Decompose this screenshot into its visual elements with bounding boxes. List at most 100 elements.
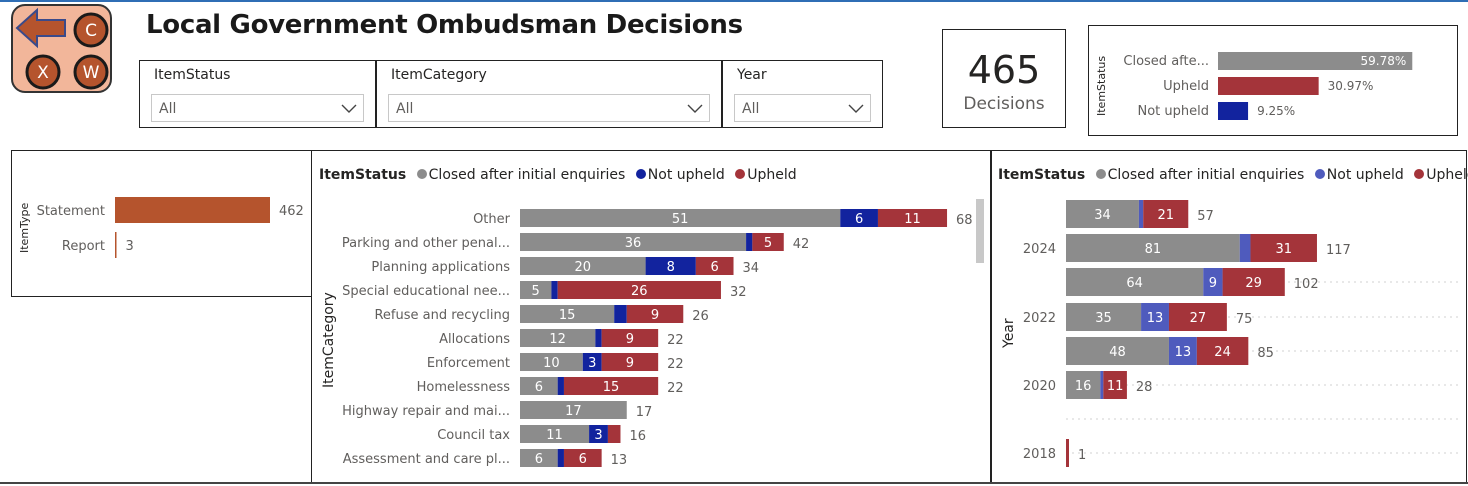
dropdown-value: All <box>159 101 177 117</box>
segment-label: 29 <box>1245 276 1262 291</box>
axis-title: ItemCategory <box>321 292 337 388</box>
bar-segment <box>595 329 602 347</box>
bar-segment <box>1222 268 1285 296</box>
category-chart[interactable]: ItemStatus Closed after initial enquirie… <box>311 150 991 484</box>
itemstatus-dropdown[interactable]: All <box>151 94 364 122</box>
total-label: 32 <box>730 285 747 300</box>
legend-title: ItemStatus <box>998 167 1086 183</box>
data-label: 9.25% <box>1257 104 1295 118</box>
category-label: Parking and other penal... <box>342 236 510 251</box>
legend-entry: Closed after initial enquiries <box>428 167 626 183</box>
total-label: 22 <box>667 381 684 396</box>
segment-label: 48 <box>1109 345 1126 360</box>
legend-dot-not-upheld <box>1314 169 1325 179</box>
category-label: 2024 <box>1023 242 1056 257</box>
segment-label: 6 <box>535 380 543 395</box>
itemcategory-dropdown[interactable]: All <box>388 94 710 122</box>
bar-segment <box>626 305 684 323</box>
category-label: Enforcement <box>427 356 510 371</box>
app-logo[interactable]: C X W <box>11 4 112 93</box>
bar-segment <box>520 425 590 443</box>
year-chart[interactable]: ItemStatus Closed after initial enquirie… <box>991 150 1468 484</box>
total-label: 26 <box>692 309 709 324</box>
segment-label: 9 <box>626 356 634 371</box>
card-value: 465 <box>967 48 1041 92</box>
slicer-itemcategory[interactable]: ItemCategory All <box>376 60 722 128</box>
segment-label: 17 <box>565 404 582 419</box>
slicer-itemstatus[interactable]: ItemStatus All <box>139 60 376 128</box>
status-chart-svg: ItemStatus Closed afte... 59.78% Upheld 30.9… <box>1095 52 1413 120</box>
bar-segment <box>1250 234 1317 262</box>
bar-segment <box>1100 371 1104 399</box>
scrollbar[interactable] <box>976 199 984 263</box>
bar-label: Report <box>62 239 105 254</box>
bar-segment <box>520 233 747 251</box>
bar-segment <box>563 377 659 395</box>
bar <box>115 197 270 223</box>
category-label: Refuse and recycling <box>374 308 510 323</box>
segment-label: 15 <box>603 380 620 395</box>
bar-segment <box>520 329 596 347</box>
bar <box>1218 102 1249 120</box>
logo-circle-x <box>25 54 61 90</box>
bar-segment <box>1168 303 1227 331</box>
legend-title: ItemStatus <box>319 167 407 183</box>
segment-label: 13 <box>1147 311 1164 326</box>
segment-label: 11 <box>904 212 921 227</box>
segment-label: 5 <box>532 284 540 299</box>
segment-label: 12 <box>549 332 566 347</box>
bar-segment <box>520 257 646 275</box>
total-label: 13 <box>611 453 628 468</box>
legend-entry: Upheld <box>1426 167 1468 183</box>
logo-letter-x: X <box>37 63 49 83</box>
status-percentage-chart[interactable]: ItemStatus Closed afte... 59.78% Upheld 30.9… <box>1088 25 1458 136</box>
total-label: 16 <box>629 429 646 444</box>
bar-segment <box>877 209 948 227</box>
category-label: Planning applications <box>371 260 510 275</box>
axis-title: ItemType <box>18 202 31 253</box>
data-label: 3 <box>126 239 134 254</box>
bar-segment <box>1168 337 1197 365</box>
segment-label: 21 <box>1157 208 1174 223</box>
bar <box>1218 52 1413 70</box>
itemtype-chart[interactable]: ItemType Statement 462 Report 3 <box>11 150 312 297</box>
segment-label: 51 <box>672 212 689 227</box>
segment-label: 10 <box>543 356 560 371</box>
total-label: 117 <box>1326 243 1351 258</box>
bar-segment <box>1203 268 1223 296</box>
slicer-label: Year <box>737 67 767 83</box>
bar-segment <box>557 377 564 395</box>
bar-label: Not upheld <box>1138 104 1210 119</box>
slicer-year[interactable]: Year All <box>722 60 883 128</box>
bar-segment <box>752 233 784 251</box>
bottom-border <box>0 482 1468 484</box>
total-label: 42 <box>793 237 810 252</box>
chevron-down-icon <box>341 104 357 113</box>
segment-label: 11 <box>1107 379 1124 394</box>
bar-segment <box>1143 200 1189 228</box>
page-title: Local Government Ombudsman Decisions <box>146 10 743 40</box>
year-dropdown[interactable]: All <box>734 94 871 122</box>
segment-label: 6 <box>711 260 719 275</box>
bar-segment <box>840 209 878 227</box>
legend-entry: Upheld <box>747 167 797 183</box>
bar-label: Statement <box>37 204 105 219</box>
segment-label: 36 <box>625 236 642 251</box>
year-chart-svg: Year 34 21 57 2024 81 31 117 64 9 29 102 2022 35 13 27 7… <box>1001 200 1462 467</box>
category-label: Other <box>473 212 511 227</box>
bar-segment <box>1066 234 1240 262</box>
category-label: 2022 <box>1023 311 1056 326</box>
total-label: 68 <box>956 213 973 228</box>
category-legend: ItemStatus Closed after initial enquirie… <box>319 167 797 183</box>
bar-segment <box>557 281 721 299</box>
legend-dot-closed <box>416 169 427 179</box>
bar <box>1218 77 1319 95</box>
total-label: 28 <box>1136 380 1153 395</box>
bar-segment <box>582 353 602 371</box>
bar-segment <box>520 281 552 299</box>
segment-label: 6 <box>579 452 587 467</box>
itemtype-chart-svg: ItemType Statement 462 Report 3 <box>18 197 304 258</box>
total-label: 57 <box>1197 209 1214 224</box>
category-label: Assessment and care pl... <box>343 452 510 467</box>
slicer-label: ItemStatus <box>154 67 231 83</box>
